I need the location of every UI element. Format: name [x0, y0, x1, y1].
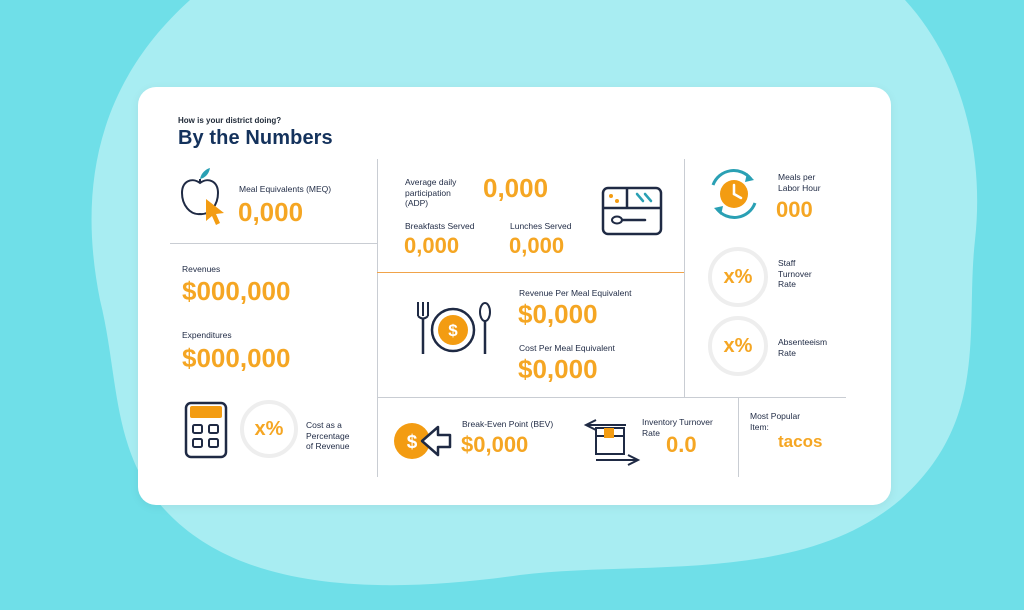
- divider-horizontal-adp: [377, 272, 684, 273]
- adp-value: 0,000: [483, 173, 549, 203]
- popular-label-line-1: Most Popular: [750, 411, 801, 421]
- breakfasts-label: Breakfasts Served: [405, 221, 475, 231]
- stats-card: How is your district doing? By the Numbe…: [138, 87, 891, 505]
- divider-horizontal-bottom: [377, 397, 846, 398]
- cost-percent-label: Cost as a Percentage of Revenue: [306, 420, 349, 452]
- cost-percent-badge-text: x%: [254, 417, 284, 440]
- bev-value: $0,000: [461, 432, 529, 457]
- box-arrows-icon: [582, 414, 642, 466]
- meq-label: Meal Equivalents (MEQ): [239, 184, 332, 194]
- apple-cursor-icon: [180, 165, 228, 229]
- adp-label-line-2: participation: [405, 187, 451, 198]
- breakfasts-value: 0,000: [404, 233, 460, 258]
- coin-arrow-icon: $: [392, 419, 454, 463]
- divider-horizontal-meq: [170, 243, 377, 244]
- staff-turnover-label: Staff Turnover Rate: [778, 258, 812, 290]
- inventory-label-line-2: Rate: [642, 427, 660, 438]
- absenteeism-label-line-1: Absenteeism: [778, 337, 828, 347]
- cost-percent-label-line-1: Cost as a: [306, 420, 342, 430]
- labor-value: 000: [776, 197, 813, 222]
- meq-value: 0,000: [238, 197, 304, 227]
- revenues-label: Revenues: [182, 264, 221, 274]
- staff-turnover-label-line-1: Staff: [778, 258, 796, 268]
- cost-percent-badge: x%: [240, 400, 298, 458]
- inventory-label-line-1: Inventory Turnover: [642, 417, 713, 427]
- inventory-value: 0.0: [666, 432, 697, 457]
- staff-turnover-label-line-2: Turnover: [778, 268, 812, 279]
- cost-per-meal-label: Cost Per Meal Equivalent: [519, 343, 615, 353]
- lunches-value: 0,000: [509, 233, 565, 258]
- calculator-icon: [184, 401, 228, 459]
- divider-vertical-bottom: [738, 397, 739, 477]
- bev-label: Break-Even Point (BEV): [462, 419, 554, 429]
- popular-label: Most Popular Item:: [750, 411, 800, 432]
- revenues-value: $000,000: [182, 276, 291, 306]
- header-eyebrow: How is your district doing?: [178, 116, 282, 125]
- staff-turnover-badge: x%: [708, 247, 768, 307]
- staff-turnover-badge-text: x%: [723, 265, 753, 288]
- popular-value: tacos: [778, 432, 823, 451]
- inventory-label: Inventory Turnover Rate: [642, 417, 713, 438]
- absenteeism-badge-text: x%: [723, 334, 753, 357]
- popular-label-line-2: Item:: [750, 421, 769, 432]
- svg-text:$: $: [407, 432, 418, 453]
- expenditures-value: $000,000: [182, 343, 291, 373]
- cost-percent-label-line-3: of Revenue: [306, 441, 350, 452]
- adp-label-line-3: (ADP): [405, 198, 429, 209]
- absenteeism-label-line-2: Rate: [778, 347, 796, 358]
- labor-label-line-1: Meals per: [778, 172, 816, 182]
- adp-label: Average daily participation (ADP): [405, 177, 456, 209]
- svg-text:$: $: [448, 321, 458, 340]
- revenue-per-meal-label: Revenue Per Meal Equivalent: [519, 288, 632, 298]
- page-title: By the Numbers: [178, 127, 333, 149]
- cost-percent-label-line-2: Percentage: [306, 430, 350, 441]
- divider-vertical-left: [377, 159, 378, 477]
- adp-label-line-1: Average daily: [405, 177, 457, 187]
- lunches-label: Lunches Served: [510, 221, 572, 231]
- divider-vertical-right: [684, 159, 685, 397]
- cost-per-meal-value: $0,000: [518, 354, 598, 384]
- labor-label-line-2: Labor Hour: [778, 182, 821, 193]
- plate-fork-spoon-icon: $: [412, 298, 494, 358]
- absenteeism-label: Absenteeism Rate: [778, 337, 827, 358]
- staff-turnover-label-line-3: Rate: [778, 279, 796, 290]
- absenteeism-badge: x%: [708, 316, 768, 376]
- lunch-tray-icon: [601, 186, 663, 236]
- clock-cycle-icon: [705, 169, 763, 219]
- labor-label: Meals per Labor Hour: [778, 172, 821, 193]
- revenue-per-meal-value: $0,000: [518, 299, 598, 329]
- expenditures-label: Expenditures: [182, 330, 232, 340]
